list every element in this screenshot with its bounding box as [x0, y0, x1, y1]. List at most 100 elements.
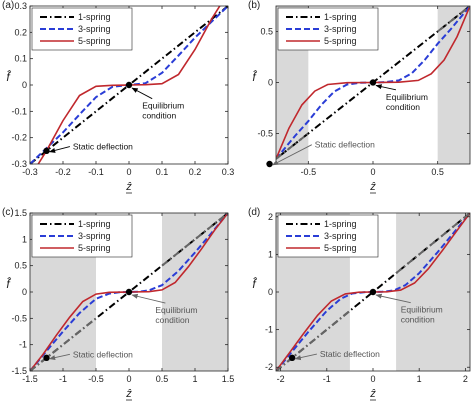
- annotation-arrow: [294, 353, 317, 361]
- y-tick-label: -2: [265, 362, 273, 372]
- y-tick-label: 0.1: [14, 54, 27, 64]
- shaded-region: [162, 213, 228, 371]
- legend-label: 5-spring: [78, 36, 111, 46]
- y-tick-label: 0.2: [14, 27, 27, 37]
- panel-label: (c): [2, 207, 14, 218]
- legend: 1-spring 3-spring 5-spring: [277, 214, 379, 258]
- series-line-1-spring-shaded: [395, 213, 470, 274]
- legend-box: [277, 214, 379, 258]
- y-tick-label: -0.5: [257, 128, 273, 138]
- legend-box: [31, 214, 133, 258]
- y-tick-label: 0: [268, 77, 273, 87]
- y-tick-label: 2: [268, 212, 273, 222]
- x-tick-label: -1: [59, 374, 67, 384]
- x-tick-label: -1.5: [22, 374, 38, 384]
- x-tick-label: 0: [126, 374, 131, 384]
- legend: 1-spring 3-spring 5-spring: [31, 214, 133, 258]
- y-axis-label: f̂: [252, 69, 257, 84]
- legend: 1-spring 3-spring 5-spring: [31, 7, 133, 51]
- x-tick-label: 0.1: [156, 167, 169, 177]
- y-tick-label: -1: [265, 325, 273, 335]
- x-tick-label: 2: [463, 374, 468, 384]
- x-tick-label: 1: [192, 374, 197, 384]
- annotation-text: Equilibrium: [142, 101, 184, 111]
- panel-label: (d): [248, 207, 260, 218]
- y-tick-label: -0.5: [11, 313, 27, 323]
- y-tick-label: 0: [22, 80, 27, 90]
- point-marker: [43, 354, 50, 362]
- x-tick-label: -1: [323, 374, 331, 384]
- chart-panel-2: -0.5 0 0.5 -0.5 0 0.5 ẑ f̂ (b) 1-spring 3-spring 5-…: [248, 0, 471, 194]
- legend-label: 5-spring: [324, 243, 357, 253]
- y-tick-label: 0.3: [14, 1, 27, 11]
- x-tick-label: -0.2: [55, 167, 71, 177]
- legend-box: [277, 7, 379, 51]
- legend-label: 3-spring: [78, 231, 111, 241]
- y-tick-label: -1.5: [11, 366, 27, 376]
- x-tick-label: 1: [417, 374, 422, 384]
- x-tick-label: 1.5: [222, 374, 235, 384]
- legend: 1-spring 3-spring 5-spring: [277, 7, 379, 51]
- chart-panel-4: -2 -1 0 1 2 -2 -1 0 1 2 ẑ f̂ (d) 1-spring 3-spring 5-sp…: [248, 207, 471, 401]
- annotation-arrow: [375, 293, 411, 304]
- y-tick-label: 0.5: [14, 261, 27, 271]
- x-tick-label: -0.5: [301, 167, 317, 177]
- legend-label: 5-spring: [78, 243, 111, 253]
- annotation-arrow: [131, 293, 166, 304]
- series-line-3-spring: [30, 213, 228, 371]
- shaded-region: [437, 6, 470, 164]
- x-tick-label: 0: [370, 167, 375, 177]
- annotation-arrow: [131, 87, 153, 100]
- annotation-text: condition: [142, 111, 176, 121]
- annotation-text: Static deflection: [73, 349, 133, 359]
- x-axis-label: ẑ: [125, 181, 132, 193]
- x-tick-label: -0.5: [88, 374, 104, 384]
- legend-label: 5-spring: [324, 36, 357, 46]
- series-line-1-spring-shaded: [437, 6, 470, 33]
- point-marker: [125, 288, 133, 296]
- legend-label: 3-spring: [324, 24, 357, 34]
- legend-label: 1-spring: [324, 12, 357, 22]
- point-marker: [266, 160, 273, 168]
- y-axis-label: f̂: [6, 276, 11, 291]
- point-marker: [43, 147, 50, 155]
- legend-label: 1-spring: [78, 219, 111, 229]
- annotation-text: condition: [386, 102, 420, 112]
- point-marker: [369, 79, 377, 86]
- x-tick-label: -0.3: [22, 167, 38, 177]
- point-marker: [125, 81, 133, 89]
- annotation-text: Static deflection: [315, 140, 375, 150]
- annotation-text: Equilibrium: [401, 305, 443, 315]
- x-tick-label: 0.5: [431, 167, 444, 177]
- shaded-region: [396, 213, 470, 371]
- x-tick-label: 0: [126, 167, 131, 177]
- point-marker: [369, 288, 377, 296]
- x-axis-label: ẑ: [125, 388, 132, 400]
- annotation-text: Static deflection: [320, 349, 380, 359]
- y-tick-label: 1: [22, 234, 27, 244]
- x-tick-label: -0.1: [88, 167, 104, 177]
- y-tick-label: -1: [19, 340, 27, 350]
- annotation-arrow: [48, 353, 70, 361]
- x-tick-label: 0.2: [189, 167, 202, 177]
- annotation-text: Static deflection: [73, 142, 133, 152]
- chart-panel-1: -0.3 -0.2 -0.1 0 0.1 0.2 0.3 -0.3 -0.2 -0.1 0 0.1 0.…: [2, 0, 235, 194]
- legend-label: 1-spring: [78, 12, 111, 22]
- annotation-arrow: [375, 84, 397, 91]
- panel-label: (a): [2, 0, 14, 11]
- chart-panel-3: -1.5 -1 -0.5 0 0.5 1 1.5 -1.5 -1 -0.5 0 0.5 1 1.5 ẑ f̂ (…: [2, 207, 235, 401]
- series-line-1-spring-shaded: [276, 310, 351, 371]
- annotation-text: Equilibrium: [155, 305, 197, 315]
- legend-label: 1-spring: [324, 219, 357, 229]
- annotation-text: condition: [155, 315, 189, 325]
- x-tick-label: -2: [277, 374, 285, 384]
- x-tick-label: 0.3: [222, 167, 235, 177]
- annotation-arrow: [271, 144, 313, 166]
- y-tick-label: -0.1: [11, 106, 27, 116]
- y-tick-label: -0.3: [11, 159, 27, 169]
- y-tick-label: 0: [268, 287, 273, 297]
- y-axis-label: f̂: [252, 276, 257, 291]
- y-axis-label: f̂: [6, 69, 11, 84]
- annotation-text: Equilibrium: [386, 92, 428, 102]
